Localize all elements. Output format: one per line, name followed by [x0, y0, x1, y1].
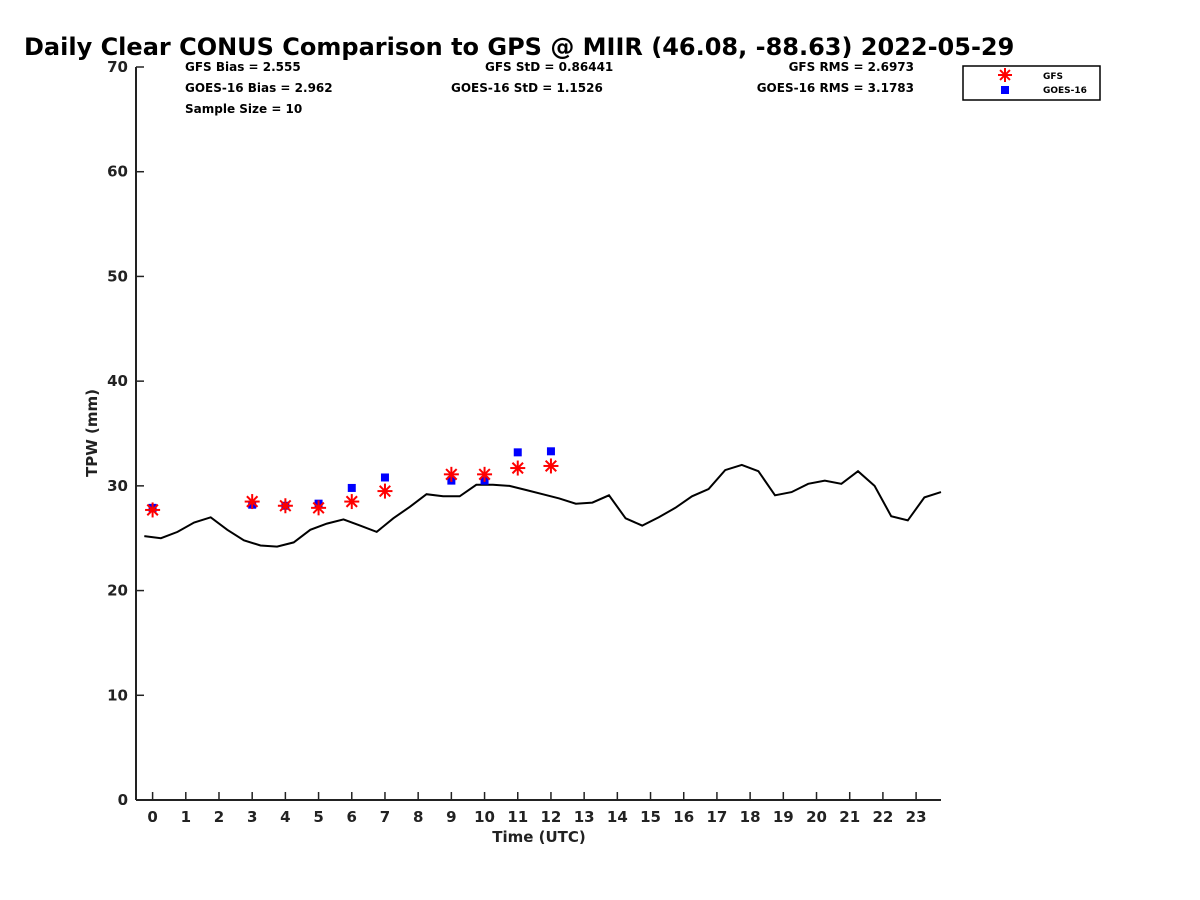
- goes16-point: [513, 448, 522, 457]
- x-tick-label: 12: [541, 808, 562, 826]
- gfs-point: [244, 494, 260, 510]
- gfs-rms-stat: GFS RMS = 2.6973: [789, 60, 914, 74]
- x-tick-label: 5: [313, 808, 323, 826]
- legend-goes-marker: [1001, 86, 1009, 94]
- y-tick-label: 40: [107, 372, 128, 390]
- gfs-point: [510, 460, 526, 476]
- gfs-point: [543, 458, 559, 474]
- x-tick-label: 0: [147, 808, 157, 826]
- stats-panel: GFS Bias = 2.555 GOES-16 Bias = 2.962 Sa…: [185, 60, 914, 116]
- x-tick-label: 11: [507, 808, 528, 826]
- x-tick-label: 19: [773, 808, 794, 826]
- x-tick-label: 6: [347, 808, 357, 826]
- x-tick-label: 18: [740, 808, 761, 826]
- y-tick-label: 60: [107, 163, 128, 181]
- x-tick-label: 15: [640, 808, 661, 826]
- gfs-point: [477, 466, 493, 482]
- x-tick-label: 16: [673, 808, 694, 826]
- x-tick-label: 13: [574, 808, 595, 826]
- x-tick-label: 10: [474, 808, 495, 826]
- x-tick-label: 23: [906, 808, 927, 826]
- x-tick-label: 1: [181, 808, 191, 826]
- goes16-point: [380, 473, 389, 482]
- goes16-point: [546, 447, 555, 456]
- gps-tpw-line: [144, 463, 942, 548]
- gfs-point: [377, 483, 393, 499]
- x-tick-label: 22: [872, 808, 893, 826]
- y-tick-label: 70: [107, 58, 128, 76]
- x-tick-label: 21: [839, 808, 860, 826]
- gfs-std-stat: GFS StD = 0.86441: [485, 60, 613, 74]
- x-tick-label: 2: [214, 808, 224, 826]
- gfs-point: [145, 502, 161, 518]
- x-tick-label: 3: [247, 808, 257, 826]
- legend-gfs-label: GFS: [1043, 72, 1063, 82]
- y-tick-label: 50: [107, 267, 128, 285]
- legend-goes-label: GOES-16: [1043, 86, 1087, 96]
- y-tick-label: 0: [118, 791, 128, 809]
- goes-rms-stat: GOES-16 RMS = 3.1783: [757, 81, 914, 95]
- y-tick-label: 10: [107, 686, 128, 704]
- x-tick-label: 7: [380, 808, 390, 826]
- y-tick-label: 20: [107, 582, 128, 600]
- legend-box: [962, 65, 1101, 101]
- x-tick-label: 8: [413, 808, 423, 826]
- sample-size-stat: Sample Size = 10: [185, 102, 302, 116]
- x-tick-label: 4: [280, 808, 290, 826]
- gfs-point: [344, 494, 360, 510]
- y-tick-label: 30: [107, 477, 128, 495]
- chart-title: Daily Clear CONUS Comparison to GPS @ MI…: [24, 33, 1014, 61]
- y-axis-label: TPW (mm): [83, 389, 101, 477]
- x-axis-label: Time (UTC): [492, 828, 586, 846]
- goes-std-stat: GOES-16 StD = 1.1526: [451, 81, 603, 95]
- x-tick-label: 9: [446, 808, 456, 826]
- x-tick-label: 20: [806, 808, 827, 826]
- x-tick-label: 17: [706, 808, 727, 826]
- gfs-point: [311, 500, 327, 516]
- gfs-point: [443, 466, 459, 482]
- legend: GFS GOES-16: [962, 65, 1101, 101]
- legend-gfs-marker: [998, 68, 1012, 82]
- x-tick-label: 14: [607, 808, 628, 826]
- goes-bias-stat: GOES-16 Bias = 2.962: [185, 81, 333, 95]
- gfs-bias-stat: GFS Bias = 2.555: [185, 60, 301, 74]
- gfs-point: [277, 498, 293, 514]
- goes16-point: [347, 483, 356, 492]
